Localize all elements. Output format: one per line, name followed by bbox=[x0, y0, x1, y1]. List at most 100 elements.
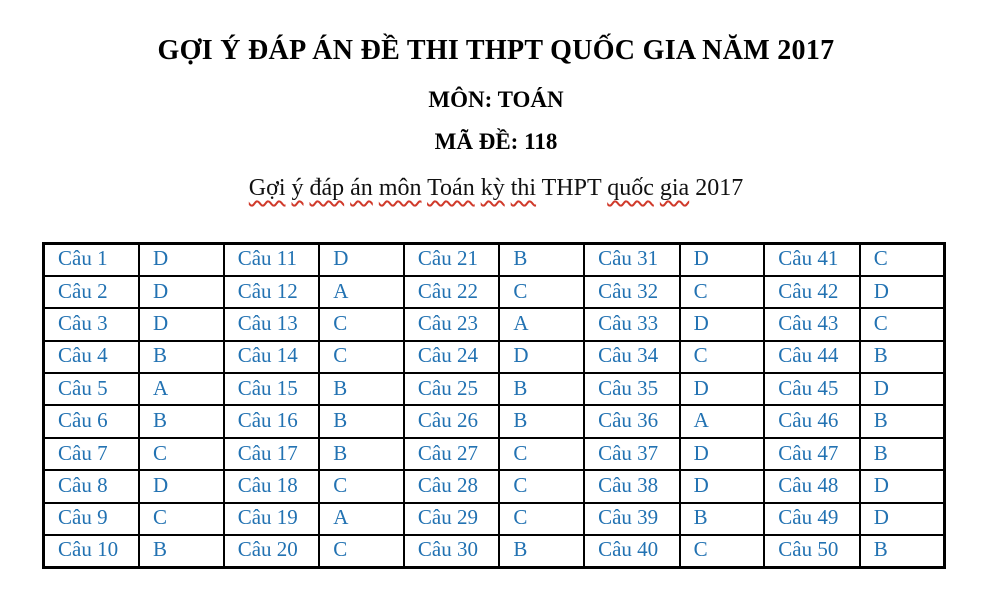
answer-cell: C bbox=[318, 534, 405, 569]
answer-cell: C bbox=[318, 339, 405, 375]
answer-cell: B bbox=[318, 436, 405, 472]
table-row: Câu 9 C Câu 19 A Câu 29 C Câu 39 B Câu 49 D bbox=[42, 501, 946, 537]
table-row: Câu 10 B Câu 20 C Câu 30 B Câu 40 C Câu 50 B bbox=[42, 534, 946, 569]
table-row: Câu 4 B Câu 14 C Câu 24 D Câu 34 C Câu 44 B bbox=[42, 339, 946, 375]
question-label-cell: Câu 26 bbox=[402, 404, 501, 439]
answer-cell: D bbox=[498, 339, 586, 375]
subtitle-word-misspelled: quốc bbox=[607, 174, 654, 201]
subtitle-word-misspelled: án bbox=[350, 174, 373, 201]
question-label-cell: Câu 2 bbox=[42, 274, 140, 310]
answer-cell: B bbox=[858, 436, 946, 472]
question-label-cell: Câu 50 bbox=[763, 534, 861, 569]
answer-cell: D bbox=[858, 274, 946, 310]
answer-cell: C bbox=[858, 307, 946, 342]
subtitle-word-misspelled: kỳ bbox=[480, 174, 505, 201]
question-label-cell: Câu 17 bbox=[222, 436, 321, 472]
question-label-cell: Câu 16 bbox=[222, 404, 321, 439]
answer-cell: B bbox=[678, 501, 766, 537]
question-label-cell: Câu 10 bbox=[42, 534, 140, 569]
answer-cell: C bbox=[678, 274, 766, 310]
document-header: GỢI Ý ĐÁP ÁN ĐỀ THI THPT QUỐC GIA NĂM 20… bbox=[0, 35, 992, 202]
answer-cell: B bbox=[498, 404, 586, 439]
table-row: Câu 6 B Câu 16 B Câu 26 B Câu 36 A Câu 46 B bbox=[42, 404, 946, 439]
question-label-cell: Câu 28 bbox=[402, 469, 501, 504]
question-label-cell: Câu 49 bbox=[763, 501, 861, 537]
answer-cell: B bbox=[858, 339, 946, 375]
question-label-cell: Câu 6 bbox=[42, 404, 140, 439]
answer-cell: B bbox=[318, 372, 405, 407]
answer-cell: D bbox=[138, 469, 225, 504]
answer-cell: C bbox=[678, 339, 766, 375]
question-label-cell: Câu 43 bbox=[763, 307, 861, 342]
question-label-cell: Câu 25 bbox=[402, 372, 501, 407]
answer-cell: A bbox=[318, 501, 405, 537]
answer-cell: D bbox=[858, 372, 946, 407]
answer-cell: C bbox=[498, 274, 586, 310]
question-label-cell: Câu 11 bbox=[222, 242, 321, 277]
answer-cell: D bbox=[678, 469, 766, 504]
question-label-cell: Câu 41 bbox=[763, 242, 861, 277]
question-label-cell: Câu 32 bbox=[583, 274, 681, 310]
question-label-cell: Câu 24 bbox=[402, 339, 501, 375]
question-label-cell: Câu 9 bbox=[42, 501, 140, 537]
answer-cell: B bbox=[498, 534, 586, 569]
question-label-cell: Câu 38 bbox=[583, 469, 681, 504]
answer-cell: B bbox=[318, 404, 405, 439]
table-row: Câu 2 D Câu 12 A Câu 22 C Câu 32 C Câu 42 D bbox=[42, 274, 946, 310]
answer-cell: D bbox=[138, 242, 225, 277]
answer-cell: B bbox=[858, 534, 946, 569]
question-label-cell: Câu 34 bbox=[583, 339, 681, 375]
answer-cell: D bbox=[138, 307, 225, 342]
table-row: Câu 1 D Câu 11 D Câu 21 B Câu 31 D Câu 41 C bbox=[42, 242, 946, 277]
question-label-cell: Câu 39 bbox=[583, 501, 681, 537]
question-label-cell: Câu 31 bbox=[583, 242, 681, 277]
answer-cell: A bbox=[318, 274, 405, 310]
question-label-cell: Câu 29 bbox=[402, 501, 501, 537]
table-row: Câu 5 A Câu 15 B Câu 25 B Câu 35 D Câu 45 D bbox=[42, 372, 946, 407]
question-label-cell: Câu 12 bbox=[222, 274, 321, 310]
answer-cell: D bbox=[138, 274, 225, 310]
answer-cell: A bbox=[138, 372, 225, 407]
page-title: GỢI Ý ĐÁP ÁN ĐỀ THI THPT QUỐC GIA NĂM 20… bbox=[157, 35, 835, 66]
question-label-cell: Câu 3 bbox=[42, 307, 140, 342]
question-label-cell: Câu 4 bbox=[42, 339, 140, 375]
question-label-cell: Câu 35 bbox=[583, 372, 681, 407]
answer-cell: B bbox=[138, 404, 225, 439]
question-label-cell: Câu 44 bbox=[763, 339, 861, 375]
answer-cell: B bbox=[858, 404, 946, 439]
subtitle-word-misspelled: Toán bbox=[427, 174, 475, 201]
question-label-cell: Câu 46 bbox=[763, 404, 861, 439]
answer-cell: A bbox=[498, 307, 586, 342]
answer-cell: C bbox=[318, 307, 405, 342]
question-label-cell: Câu 30 bbox=[402, 534, 501, 569]
answer-cell: C bbox=[678, 534, 766, 569]
question-label-cell: Câu 45 bbox=[763, 372, 861, 407]
question-label-cell: Câu 18 bbox=[222, 469, 321, 504]
answer-cell: D bbox=[858, 501, 946, 537]
question-label-cell: Câu 5 bbox=[42, 372, 140, 407]
question-label-cell: Câu 19 bbox=[222, 501, 321, 537]
answer-cell: B bbox=[498, 372, 586, 407]
answer-cell: D bbox=[678, 242, 766, 277]
table-row: Câu 3 D Câu 13 C Câu 23 A Câu 33 D Câu 43 C bbox=[42, 307, 946, 342]
question-label-cell: Câu 8 bbox=[42, 469, 140, 504]
answer-cell: C bbox=[498, 436, 586, 472]
answer-cell: C bbox=[138, 501, 225, 537]
exam-code-line: MÃ ĐỀ: 118 bbox=[434, 128, 558, 154]
table-row: Câu 8 D Câu 18 C Câu 28 C Câu 38 D Câu 48 D bbox=[42, 469, 946, 504]
answer-cell: B bbox=[498, 242, 586, 277]
question-label-cell: Câu 42 bbox=[763, 274, 861, 310]
answer-cell: C bbox=[138, 436, 225, 472]
answer-cell: D bbox=[678, 436, 766, 472]
question-label-cell: Câu 37 bbox=[583, 436, 681, 472]
question-label-cell: Câu 36 bbox=[583, 404, 681, 439]
subject-line: MÔN: TOÁN bbox=[428, 86, 564, 112]
question-label-cell: Câu 21 bbox=[402, 242, 501, 277]
subtitle: Gợi ý đáp án môn Toán kỳ thi THPT quốc g… bbox=[0, 175, 992, 202]
question-label-cell: Câu 23 bbox=[402, 307, 501, 342]
answer-cell: D bbox=[678, 307, 766, 342]
question-label-cell: Câu 1 bbox=[42, 242, 140, 277]
